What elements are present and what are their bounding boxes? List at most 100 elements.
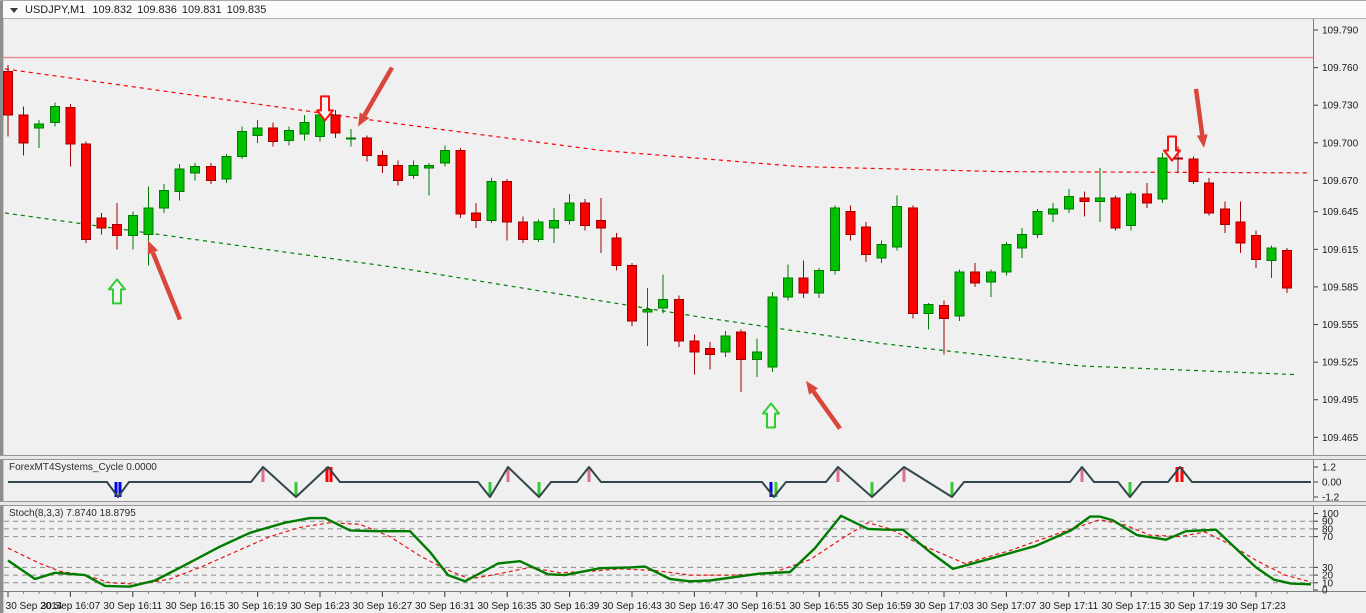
candle-body — [751, 351, 762, 361]
stoch-indicator-label: Stoch(8,3,3) 7.8740 18.8795 — [9, 508, 136, 519]
time-tick-label: 30 Sep 16:07 — [41, 601, 101, 612]
stoch-axis-label: 70 — [1322, 532, 1334, 543]
quote-low: 109.831 — [181, 3, 222, 16]
price-tick-label: 109.585 — [1322, 282, 1359, 293]
candle-body — [190, 166, 201, 174]
stoch-main-value: 7.8740 — [66, 508, 97, 519]
candle-body — [1048, 208, 1059, 215]
candle-body — [127, 214, 138, 237]
price-tick-label: 109.495 — [1322, 395, 1359, 406]
window-splitter[interactable] — [0, 1, 4, 613]
signal-up-arrow-icon[interactable] — [108, 278, 126, 305]
divider-main-cycle[interactable] — [0, 455, 1366, 460]
annotation-arrow-shaft[interactable] — [362, 66, 394, 117]
candle-body — [143, 207, 154, 235]
stoch-axis-label: 20 — [1322, 571, 1334, 582]
price-tick-label: 109.760 — [1322, 63, 1359, 74]
candle-body — [845, 211, 856, 235]
candle-body — [81, 143, 91, 240]
candle-body — [34, 123, 45, 129]
candle-body — [1204, 182, 1215, 214]
candle-body — [611, 237, 622, 267]
signal-up-arrow-icon[interactable] — [762, 402, 780, 429]
annotation-arrow-head[interactable] — [806, 380, 819, 395]
divider-cycle-stoch[interactable] — [0, 501, 1366, 506]
candle-body — [205, 166, 216, 181]
annotation-arrow-head[interactable] — [358, 112, 370, 127]
candle-body — [1126, 193, 1137, 227]
candle-body — [221, 156, 232, 180]
time-tick-label: 30 Sep 16:51 — [727, 601, 787, 612]
quote-close: 109.835 — [226, 3, 267, 16]
candle-body — [642, 308, 653, 313]
time-tick-label: 30 Sep 16:23 — [290, 601, 350, 612]
candle-body — [471, 212, 481, 222]
price-tick-label: 109.700 — [1322, 138, 1359, 149]
candle-body — [18, 114, 29, 144]
stoch-signal-value: 18.8795 — [99, 508, 136, 519]
price-tick-label: 109.525 — [1322, 358, 1359, 369]
candle-body — [393, 164, 403, 181]
time-tick-label: 30 Sep 17:19 — [1164, 601, 1224, 612]
candle-body — [330, 114, 341, 134]
annotation-arrow-head[interactable] — [1196, 134, 1208, 148]
candle-body — [237, 131, 247, 158]
time-tick-label: 30 Sep 16:55 — [789, 601, 849, 612]
candle-body — [159, 189, 169, 209]
candle-body — [1095, 197, 1105, 203]
signal-down-arrow-icon[interactable] — [1163, 135, 1181, 162]
annotation-arrow-head[interactable] — [147, 240, 158, 255]
stoch-axis-label: 90 — [1322, 517, 1334, 528]
candle-body — [1282, 250, 1293, 289]
price-tick-label: 109.615 — [1322, 245, 1359, 256]
time-tick-label: 30 Sep 16:59 — [852, 601, 912, 612]
trendline-descending-resistance[interactable] — [4, 68, 1311, 174]
candle-body — [408, 164, 419, 176]
annotation-arrow-shaft[interactable] — [811, 390, 842, 430]
time-tick-label: 30 Sep 16:31 — [415, 601, 475, 612]
stoch-indicator-name: Stoch(8,3,3) — [9, 508, 64, 519]
candle-body — [1188, 158, 1199, 183]
candle-body — [970, 271, 981, 284]
time-tick-label: 30 Sep 17:07 — [977, 601, 1037, 612]
candle-body — [252, 127, 263, 136]
candle-body — [580, 202, 591, 227]
candle-body — [1251, 235, 1261, 260]
time-tick-label: 30 Sep 17:15 — [1101, 601, 1161, 612]
candle-body — [985, 271, 996, 283]
candle-body — [517, 221, 528, 240]
candle-body — [798, 277, 809, 294]
chart-title-bar: USDJPY,M1 109.832 109.836 109.831 109.83… — [3, 1, 1366, 19]
time-tick-label: 30 Sep 17:03 — [914, 601, 974, 612]
price-tick-label: 109.790 — [1322, 26, 1359, 37]
candle-body — [268, 127, 279, 143]
time-tick-label: 30 Sep 17:23 — [1226, 601, 1286, 612]
time-axis-drag-area[interactable] — [0, 592, 1366, 613]
candle-body — [112, 223, 123, 237]
annotation-arrow-shaft[interactable] — [150, 251, 183, 321]
time-tick-label: 30 Sep 16:27 — [353, 601, 413, 612]
symbol-dropdown-icon[interactable] — [10, 7, 18, 13]
time-tick-label: 30 Sep 16:43 — [602, 601, 662, 612]
annotation-arrow-shaft[interactable] — [1193, 88, 1205, 136]
candle-body — [689, 340, 700, 353]
candle-body — [486, 181, 497, 222]
quote-values: 109.832 109.836 109.831 109.835 — [92, 4, 266, 16]
candle-body — [1079, 197, 1090, 203]
trendline-descending-support[interactable] — [4, 212, 1299, 376]
price-tick-label: 109.670 — [1322, 176, 1359, 187]
time-tick-label: 30 Sep 17:11 — [1039, 601, 1098, 612]
candle-body — [720, 335, 731, 353]
candle-body — [595, 220, 606, 229]
price-axis-drag-area[interactable] — [1313, 19, 1366, 592]
candle-body — [876, 243, 887, 259]
candle-body — [1032, 211, 1043, 235]
candle-body — [424, 164, 435, 169]
stoch-axis-label: 10 — [1322, 578, 1334, 589]
candle-body — [658, 298, 669, 309]
signal-down-arrow-icon[interactable] — [316, 95, 334, 122]
candle-body — [923, 303, 934, 314]
stoch-axis-label: 0 — [1322, 586, 1328, 597]
candle-body — [96, 217, 107, 229]
